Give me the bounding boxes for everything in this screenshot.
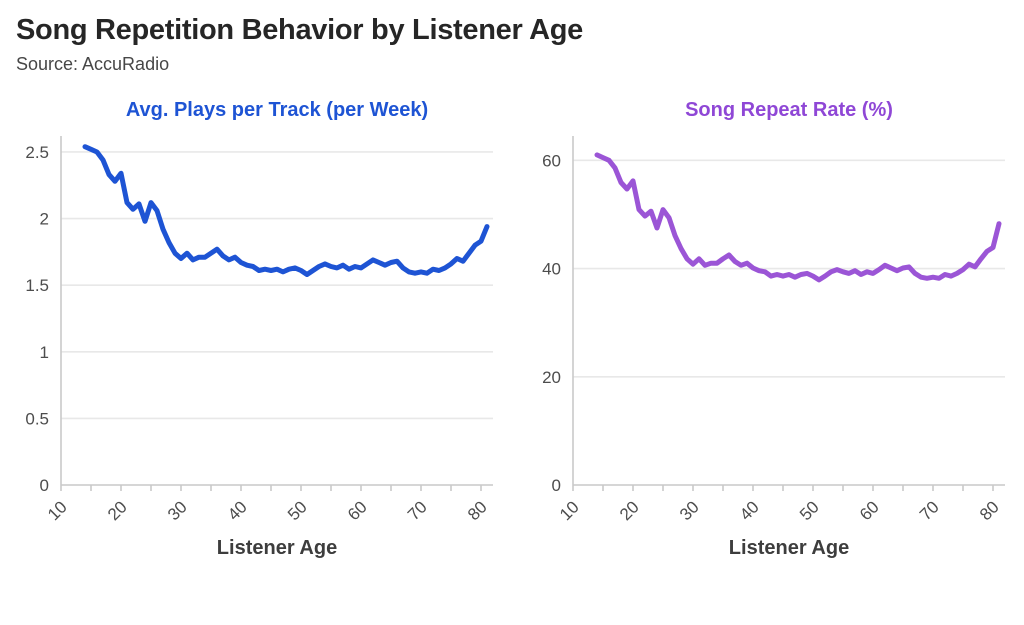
y-tick-label: 1: [40, 343, 49, 362]
x-tick-label: 70: [916, 498, 943, 525]
x-tick-label: 60: [856, 498, 883, 525]
x-tick-label: 80: [976, 498, 1003, 525]
chart-plays-per-track: Avg. Plays per Track (per Week) 0 0.5 1 1.5…: [0, 99, 512, 568]
y-tick-label: 40: [542, 260, 561, 279]
x-tick-label: 20: [616, 498, 643, 525]
x-axis-label: Listener Age: [217, 537, 337, 559]
x-tick-label: 30: [164, 498, 191, 525]
x-tick-label: 50: [796, 498, 823, 525]
chart-plays-title: Avg. Plays per Track (per Week): [125, 99, 429, 122]
y-tick-label: 0.5: [25, 410, 49, 429]
y-tick-label: 0: [552, 476, 561, 495]
y-tick-label: 2: [40, 210, 49, 229]
x-tick-label: 40: [224, 498, 251, 525]
chart-song-repeat-rate: Song Repeat Rate (%) 0 20 40 60 10 20 30 40 50 60…: [512, 99, 1024, 568]
report-header: Song Repetition Behavior by Listener Age…: [0, 0, 1024, 75]
x-tick-label: 40: [736, 498, 763, 525]
song-repeat-rate-line: [594, 152, 1002, 283]
x-tick-label: 10: [44, 498, 71, 525]
y-tick-label: 20: [542, 368, 561, 387]
x-tick-label: 30: [676, 498, 703, 525]
source-note: Source: AccuRadio: [16, 54, 170, 75]
x-tick-label: 20: [104, 498, 131, 525]
x-tick-label: 60: [344, 498, 371, 525]
x-tick-label: 70: [404, 498, 431, 525]
repeat-line-chart-canvas: 0 20 40 60 10 20 30 40 50 60 70 80 Listener Age: [542, 136, 1005, 559]
chart-repeat-title: Song Repeat Rate (%): [685, 99, 893, 122]
plays-line-chart-canvas: 0 0.5 1 1.5 2 2.5 10 20 30 40 50 60 70 80 Listener Age: [25, 136, 493, 559]
x-axis-label: Listener Age: [729, 537, 849, 559]
x-tick-label: 80: [464, 498, 491, 525]
y-tick-label: 2.5: [25, 143, 49, 162]
y-tick-label: 0: [40, 476, 49, 495]
x-tick-label: 10: [556, 498, 583, 525]
charts-row: Avg. Plays per Track (per Week) 0 0.5 1 1.5…: [0, 99, 1024, 568]
x-tick-label: 50: [284, 498, 311, 525]
page-title: Song Repetition Behavior by Listener Age: [16, 14, 584, 46]
y-tick-label: 1.5: [25, 277, 49, 296]
plays-per-track-line: [82, 144, 490, 278]
y-tick-label: 60: [542, 152, 561, 171]
